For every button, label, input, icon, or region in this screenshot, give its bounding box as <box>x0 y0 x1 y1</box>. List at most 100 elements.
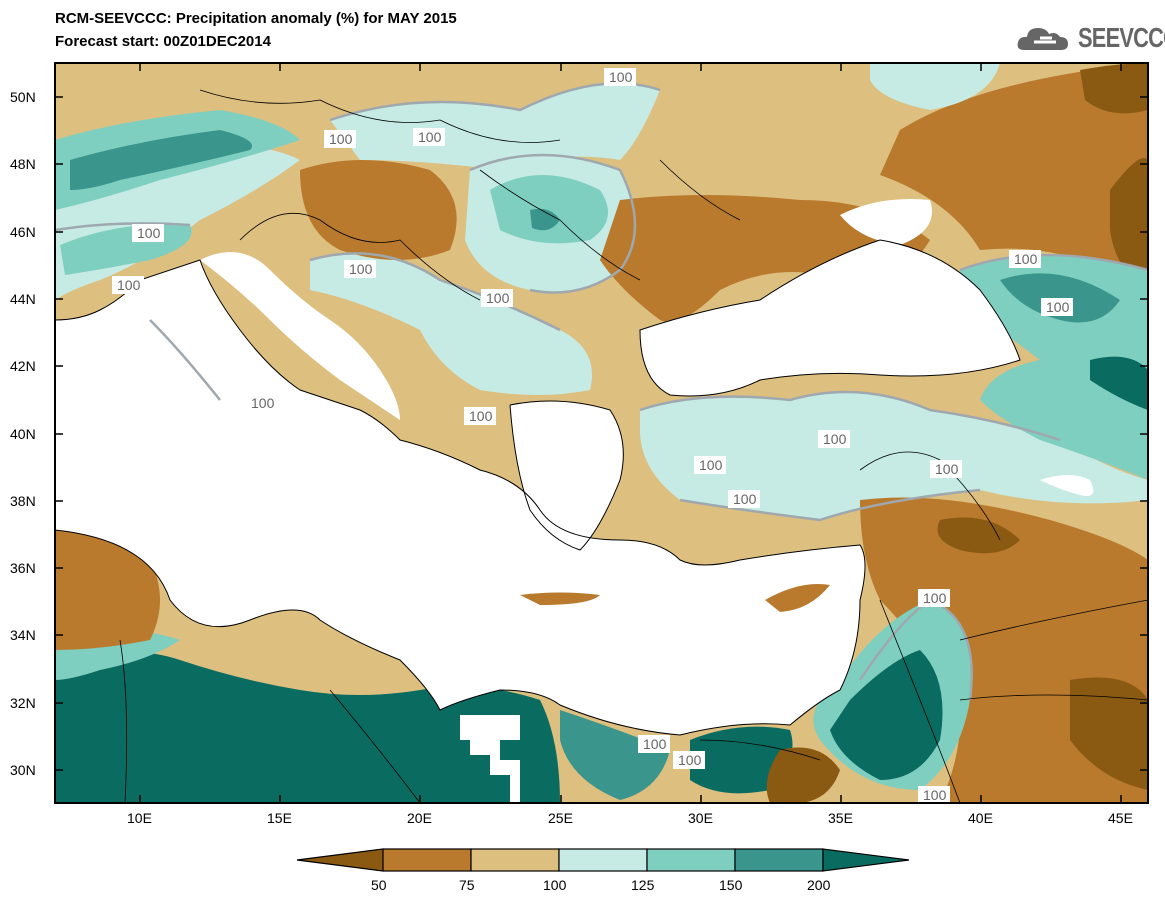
contour-label-box <box>694 456 726 474</box>
latitude-axis: 50N 48N 46N 44N 42N 40N 38N 36N 34N 32N … <box>10 89 1148 778</box>
forecast-start-label: Forecast start: 00Z01DEC2014 <box>55 33 271 50</box>
lon-label: 45E <box>1108 810 1133 826</box>
colorbar-segment <box>470 848 560 872</box>
contour-label-box <box>1009 250 1041 268</box>
country-borders <box>119 89 1148 803</box>
colorbar-label: 200 <box>807 877 831 893</box>
contour-label: 100 <box>469 408 493 424</box>
mediterranean-sea <box>55 260 865 735</box>
anomaly-region <box>1000 273 1120 323</box>
lat-label: 40N <box>10 426 36 442</box>
contour-label: 100 <box>609 69 633 85</box>
colorbar-segment <box>558 848 648 872</box>
contour-label: 100 <box>1014 251 1038 267</box>
colorbar-segment <box>734 848 824 872</box>
lon-label: 15E <box>267 810 292 826</box>
colorbar-segment <box>822 848 910 872</box>
contour-label-box <box>930 460 962 478</box>
anomaly-region <box>530 208 560 231</box>
colorbar-label: 75 <box>459 877 475 893</box>
contour-label-box <box>324 130 356 148</box>
anomaly-region <box>600 195 930 322</box>
contour-label-box <box>918 786 950 803</box>
lon-label: 20E <box>407 810 432 826</box>
contour-label-box <box>112 276 144 294</box>
lat-label: 34N <box>10 627 36 643</box>
contour-label: 100 <box>418 129 442 145</box>
contour-label: 100 <box>923 787 947 803</box>
contour-label-box <box>1041 298 1073 316</box>
contour-label-box <box>464 407 496 425</box>
colorbar-label: 100 <box>543 877 567 893</box>
anomaly-region <box>640 392 1148 520</box>
lon-label: 10E <box>127 810 152 826</box>
contour-label-box <box>246 394 278 412</box>
anomaly-region <box>1110 158 1148 290</box>
contour-labels: 100 100 100 100 100 100 100 100 100 100 … <box>112 68 1073 803</box>
colorbar-segment <box>646 848 736 872</box>
colorbar <box>296 848 910 872</box>
contour-label-box <box>673 751 705 769</box>
contour-label: 100 <box>251 395 275 411</box>
contour-label: 100 <box>923 590 947 606</box>
anomaly-region <box>70 130 252 190</box>
colorbar-label: 125 <box>631 877 655 893</box>
colorbar-label: 150 <box>719 877 743 893</box>
lat-label: 48N <box>10 156 36 172</box>
contour-label: 100 <box>699 457 723 473</box>
contour-label: 100 <box>678 752 702 768</box>
lat-label: 30N <box>10 762 36 778</box>
contour-label: 100 <box>1046 299 1070 315</box>
seevccc-logo: SEEVCCC <box>1016 20 1165 56</box>
adriatic-sea <box>200 252 400 420</box>
contour-label: 100 <box>823 431 847 447</box>
lat-label: 46N <box>10 224 36 240</box>
anomaly-region <box>310 253 592 395</box>
lat-label: 42N <box>10 358 36 374</box>
logo-text: SEEVCCC <box>1078 22 1165 53</box>
anomaly-region <box>330 83 660 170</box>
contour-label-box <box>728 490 760 508</box>
map-title: RCM-SEEVCCC: Precipitation anomaly (%) f… <box>55 10 457 27</box>
contour-label: 100 <box>643 736 667 752</box>
contour-label: 100 <box>137 225 161 241</box>
cloud-icon <box>1017 28 1068 50</box>
contour-label-box <box>413 128 445 146</box>
crete-island <box>520 592 600 605</box>
anomaly-region <box>560 710 670 800</box>
sea-of-azov <box>840 199 932 245</box>
contour-label-box <box>132 224 164 242</box>
anomaly-region <box>1070 677 1148 790</box>
contour-label-box <box>481 289 513 307</box>
anomaly-region <box>690 726 793 794</box>
contour-label-box <box>918 589 950 607</box>
contour-label: 100 <box>486 290 510 306</box>
coastlines <box>55 239 1021 736</box>
contour-label: 100 <box>733 491 757 507</box>
lat-label: 50N <box>10 89 36 105</box>
contour-label: 100 <box>349 261 373 277</box>
contour-label-box <box>344 260 376 278</box>
anomaly-region <box>830 650 943 780</box>
anomaly-region <box>300 160 457 260</box>
lat-label: 38N <box>10 493 36 509</box>
lon-label: 25E <box>548 810 573 826</box>
contour-label-box <box>604 68 636 86</box>
lon-label: 35E <box>828 810 853 826</box>
lon-label: 40E <box>968 810 993 826</box>
anomaly-region <box>1090 356 1148 410</box>
missing-data-region <box>460 715 520 803</box>
anomaly-region <box>766 747 840 803</box>
lat-label: 36N <box>10 560 36 576</box>
contour-label-box <box>638 735 670 753</box>
lat-label: 32N <box>10 695 36 711</box>
contour-label-box <box>818 430 850 448</box>
aegean-sea <box>510 401 624 550</box>
anomaly-region <box>937 517 1020 554</box>
lat-label: 44N <box>10 291 36 307</box>
anomaly-region <box>55 528 160 650</box>
colorbar-label: 50 <box>371 877 387 893</box>
anomaly-region <box>490 175 608 244</box>
contour-label: 100 <box>117 277 141 293</box>
